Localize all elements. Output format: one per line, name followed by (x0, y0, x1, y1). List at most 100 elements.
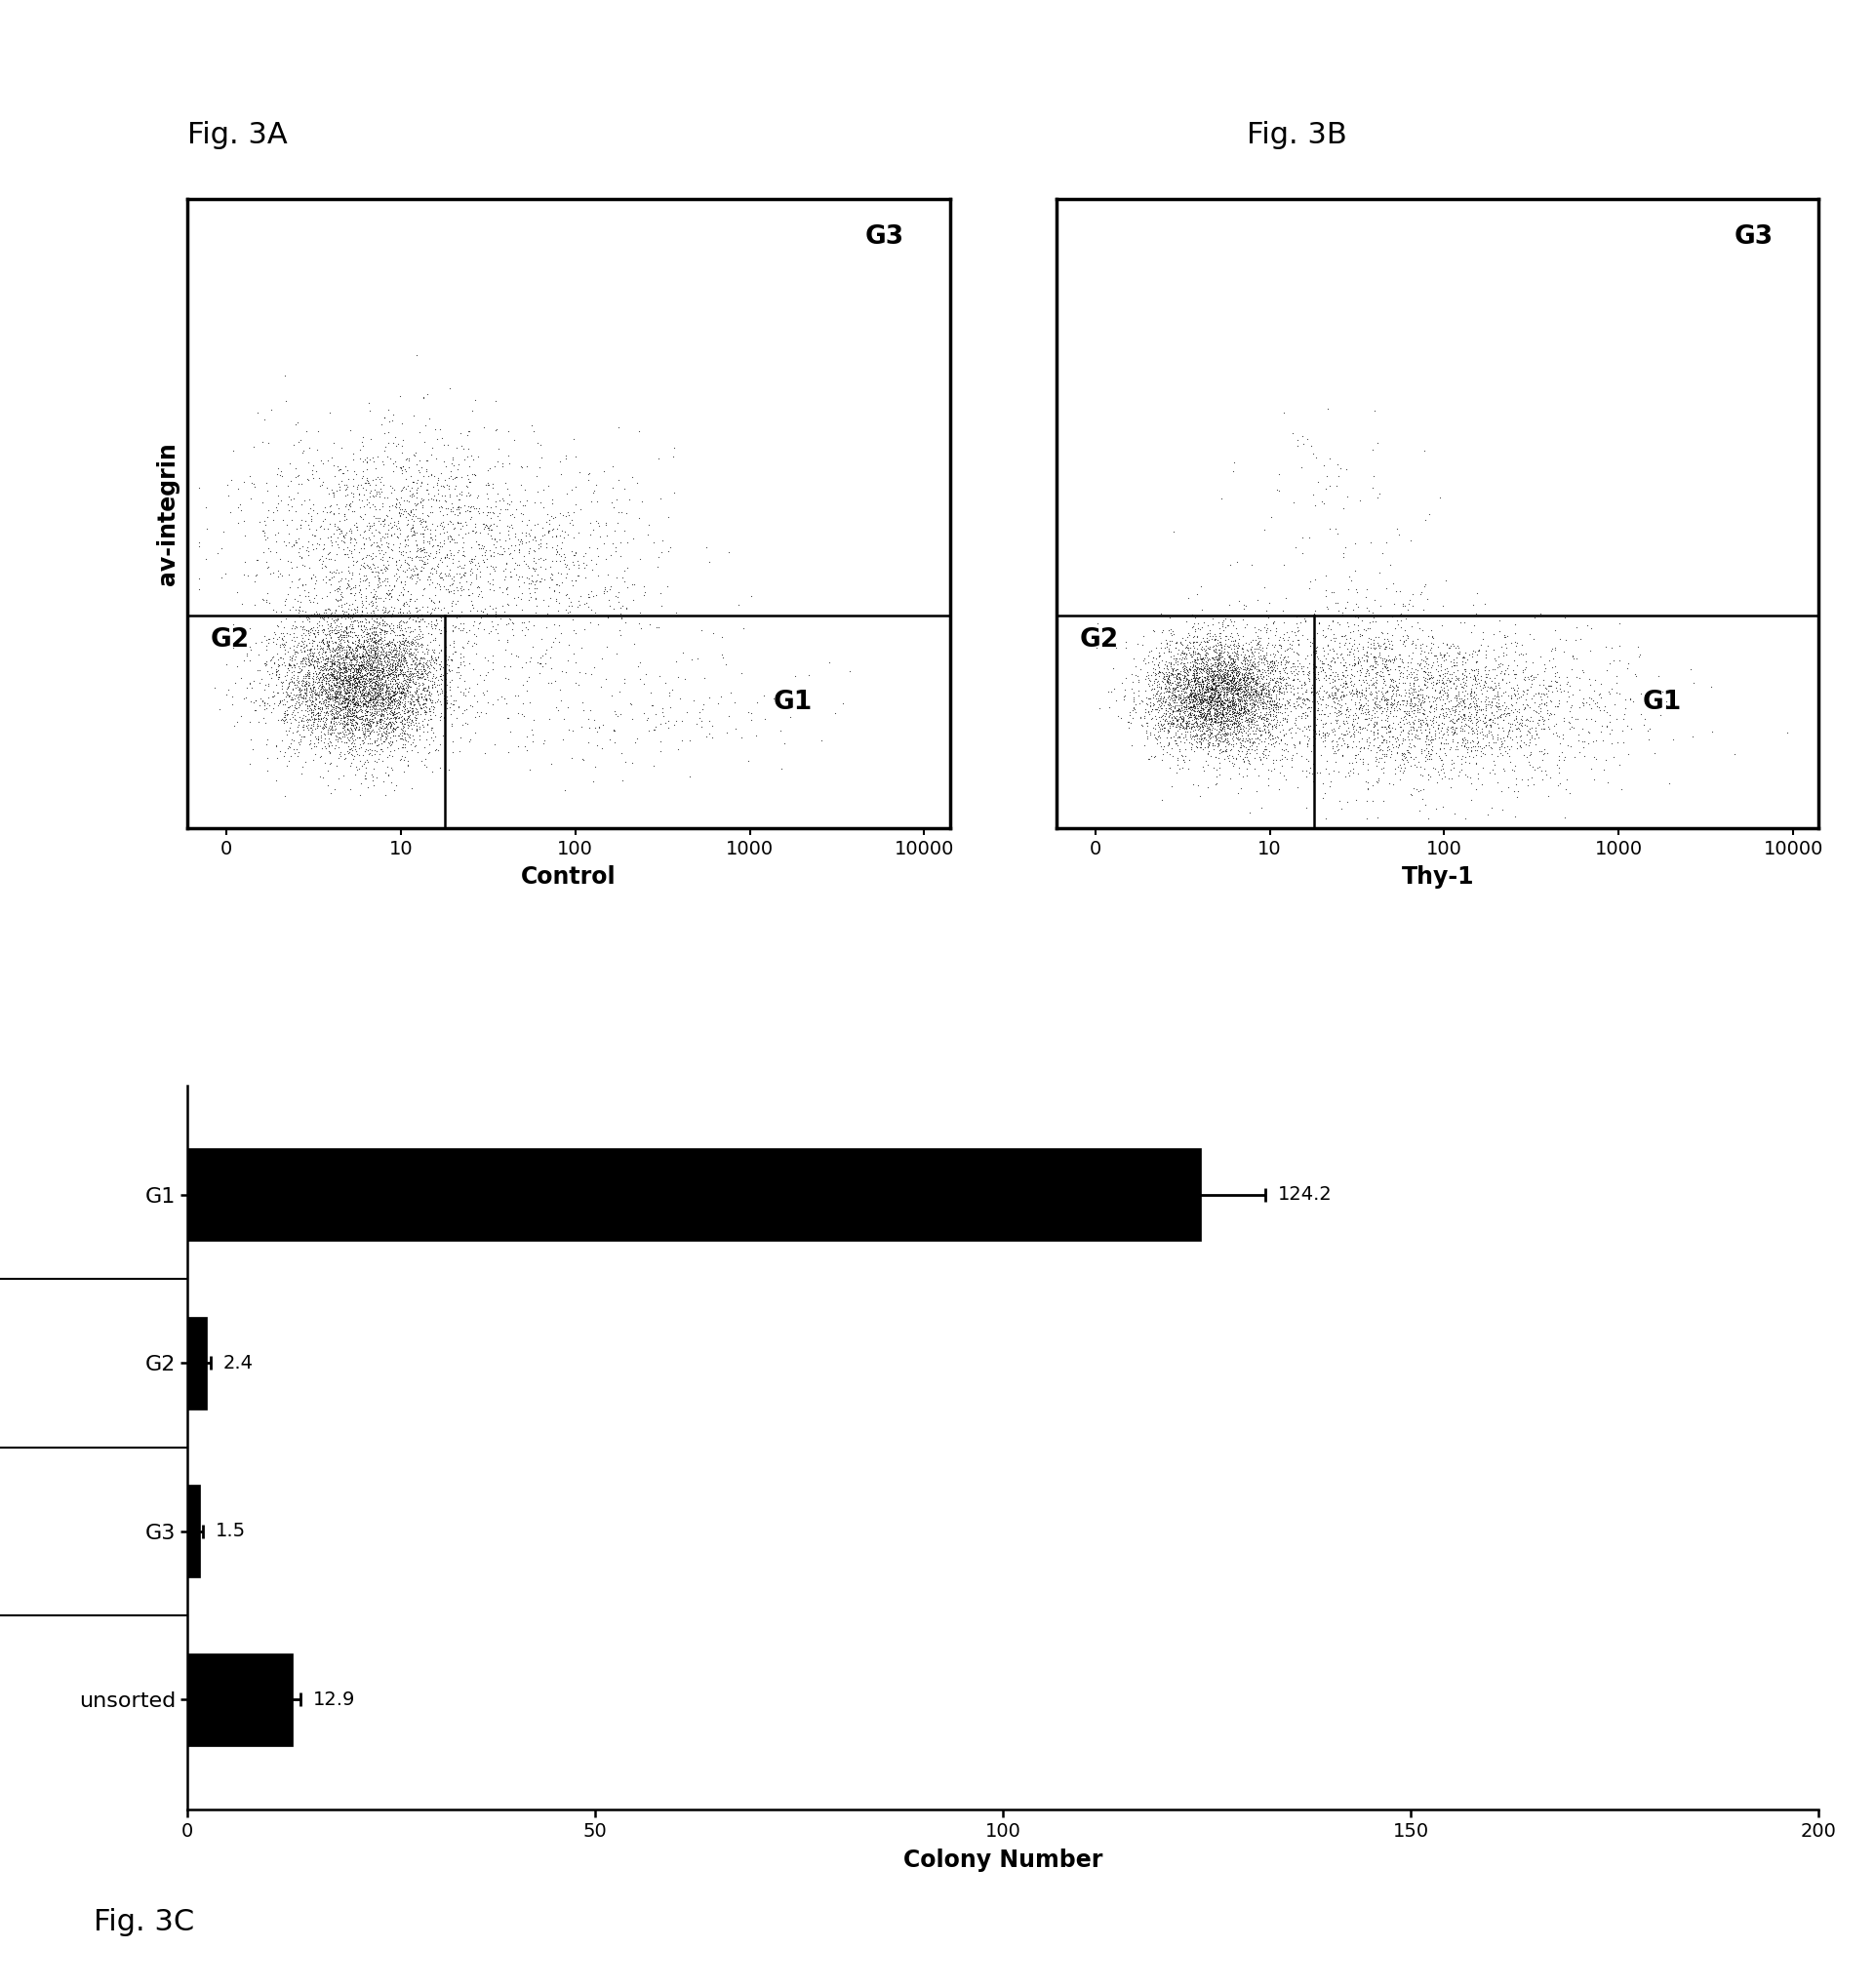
Point (381, 660, 411, 692)
Point (1172, 712, 1202, 744)
Point (349, 640, 379, 672)
Point (384, 646, 414, 678)
Point (1281, 702, 1311, 734)
Point (317, 684, 347, 716)
Point (339, 688, 369, 720)
Point (1273, 700, 1303, 732)
Point (441, 559, 471, 590)
Point (1466, 740, 1496, 771)
Point (546, 674, 576, 706)
Point (339, 688, 369, 720)
Point (317, 712, 347, 744)
Point (1562, 662, 1592, 694)
Point (351, 676, 381, 708)
Point (420, 414, 450, 445)
Point (1155, 666, 1185, 698)
Point (1468, 668, 1498, 700)
Point (396, 666, 426, 698)
Point (1622, 660, 1652, 692)
Point (1404, 722, 1434, 753)
Point (1189, 666, 1219, 698)
Point (358, 684, 388, 716)
Point (448, 539, 478, 571)
Point (409, 483, 439, 515)
Point (1176, 692, 1206, 724)
Point (1425, 684, 1455, 716)
Point (371, 716, 401, 747)
Point (1468, 698, 1498, 730)
Point (1189, 700, 1219, 732)
Point (1286, 652, 1316, 684)
Point (1200, 694, 1230, 726)
Point (354, 628, 384, 660)
Point (1453, 692, 1483, 724)
Point (1208, 692, 1238, 724)
Point (1185, 724, 1215, 755)
Point (1453, 696, 1483, 728)
Point (1219, 716, 1249, 747)
Point (1226, 676, 1256, 708)
Point (1179, 666, 1209, 698)
Point (317, 489, 347, 521)
Point (317, 678, 347, 710)
Point (1192, 686, 1222, 718)
Point (1288, 650, 1318, 682)
Point (279, 678, 309, 710)
Point (1200, 620, 1230, 652)
Point (309, 592, 339, 624)
Point (238, 467, 268, 499)
Point (1374, 670, 1404, 702)
Point (381, 491, 411, 523)
Point (330, 600, 360, 632)
Point (317, 644, 347, 676)
Point (538, 545, 568, 577)
Point (321, 678, 351, 710)
Point (1260, 712, 1290, 744)
Point (1249, 672, 1279, 704)
Point (332, 618, 362, 650)
Point (1219, 666, 1249, 698)
Point (313, 614, 343, 646)
Point (1331, 646, 1361, 678)
Point (1159, 684, 1189, 716)
Point (557, 714, 587, 746)
Point (298, 684, 328, 716)
Point (373, 660, 403, 692)
Point (240, 565, 270, 596)
Point (294, 684, 324, 716)
Point (339, 688, 369, 720)
Point (1204, 710, 1234, 742)
Point (1331, 694, 1361, 726)
Point (1164, 626, 1194, 658)
Point (356, 706, 386, 738)
Point (294, 634, 324, 666)
Point (1256, 730, 1286, 761)
Point (229, 465, 259, 497)
Point (407, 491, 437, 523)
Point (347, 674, 377, 706)
Point (1399, 682, 1429, 714)
Point (321, 612, 351, 644)
Point (1239, 666, 1269, 698)
Point (1247, 702, 1277, 734)
Point (291, 666, 321, 698)
Point (384, 626, 414, 658)
Point (1294, 573, 1324, 604)
Point (471, 537, 501, 569)
Point (1176, 678, 1206, 710)
Point (358, 698, 388, 730)
Point (1519, 624, 1549, 656)
Point (1194, 684, 1224, 716)
Point (1174, 690, 1204, 722)
Point (232, 638, 263, 670)
Point (343, 658, 373, 690)
Point (1200, 666, 1230, 698)
Point (1230, 694, 1260, 726)
Point (1213, 694, 1243, 726)
Point (368, 672, 397, 704)
Point (1176, 724, 1206, 755)
Point (1406, 751, 1436, 783)
Point (1239, 734, 1269, 765)
Point (1402, 674, 1432, 706)
Point (1260, 648, 1290, 680)
